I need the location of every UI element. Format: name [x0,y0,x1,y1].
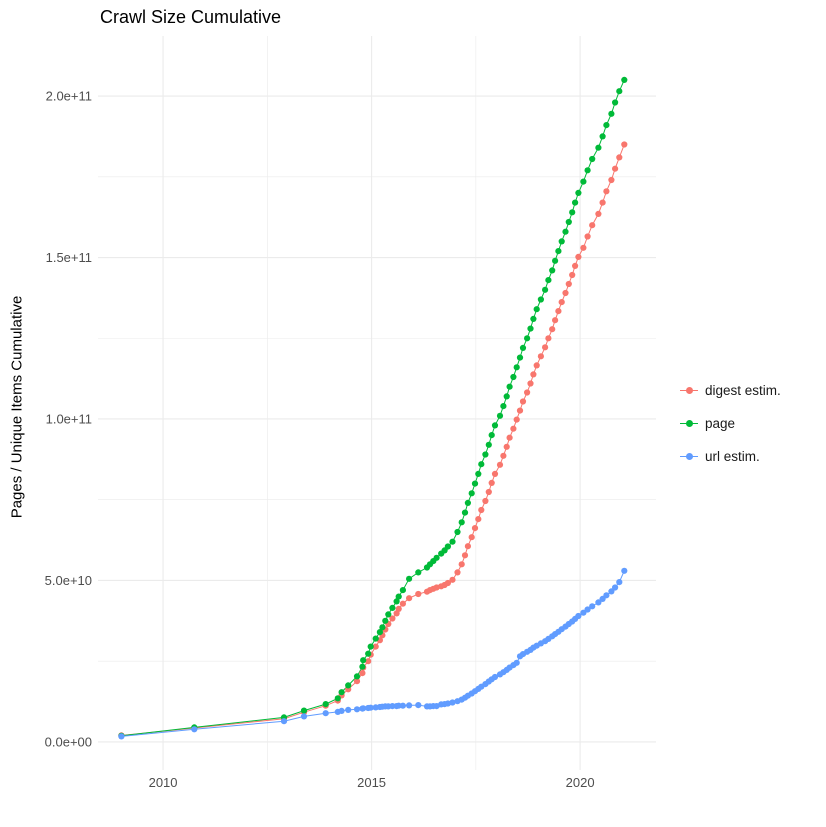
legend-key-dot [685,387,693,394]
legend-label-url-estim: url estim. [705,449,760,464]
svg-text:1.0e+11: 1.0e+11 [46,411,92,426]
legend-key-dot [685,453,693,460]
legend-key-page-dot-icon [680,417,698,431]
y-axis-title: Pages / Unique Items Cumulative [8,295,26,519]
svg-text:2015: 2015 [357,775,386,790]
legend-key-digest-dot-icon [680,384,698,398]
legend-label-page: page [705,416,736,431]
legend-key-dot [685,420,693,427]
legend-item-url-estim: url estim. [680,440,781,473]
legend-item-digest-estim: digest estim. [680,374,781,407]
svg-text:2020: 2020 [566,775,595,790]
legend: digest estim. page url estim. [680,374,781,473]
svg-text:2010: 2010 [149,775,178,790]
legend-item-page: page [680,407,781,440]
legend-label-digest-estim: digest estim. [705,383,781,398]
chart-title: Crawl Size Cumulative [100,7,282,27]
svg-text:5.0e+10: 5.0e+10 [45,573,92,588]
svg-text:2.0e+11: 2.0e+11 [46,89,92,104]
svg-text:0.0e+00: 0.0e+00 [45,734,92,749]
legend-key-url-dot-icon [680,450,698,464]
svg-text:1.5e+11: 1.5e+11 [46,250,92,265]
